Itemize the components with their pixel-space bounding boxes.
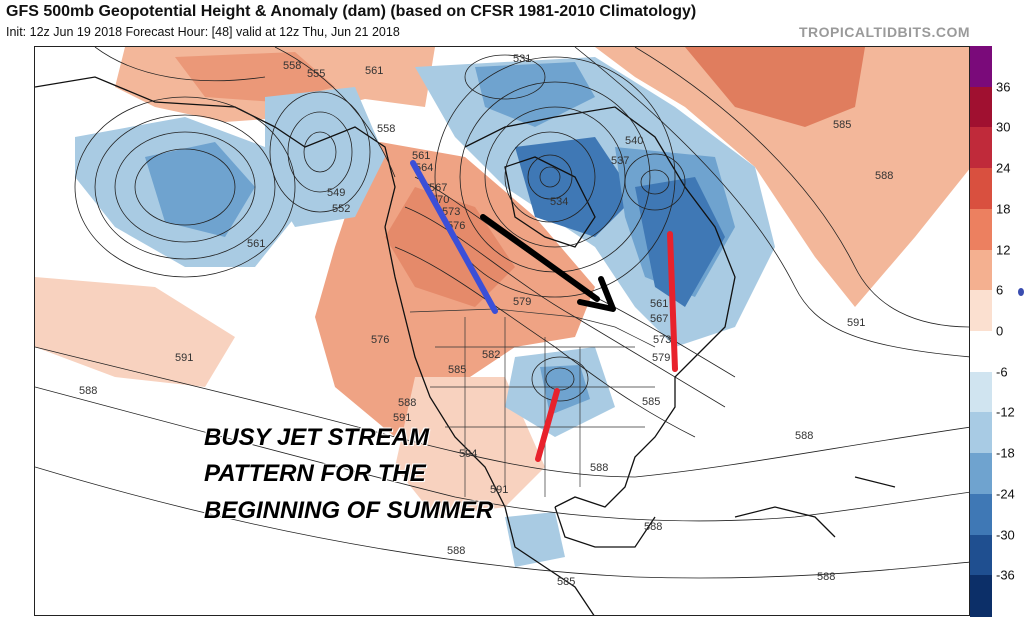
contour-label: 582 bbox=[482, 349, 500, 361]
colorbar-cell bbox=[970, 290, 992, 332]
contour-label: 561 bbox=[247, 238, 265, 250]
colorbar-tick-label: -12 bbox=[996, 404, 1015, 420]
colorbar-tick-label: -6 bbox=[996, 364, 1008, 380]
contour-label: 591 bbox=[175, 352, 193, 364]
height-contours bbox=[35, 47, 969, 579]
colorbar-tick-label: 36 bbox=[996, 79, 1011, 95]
contour-label: 534 bbox=[550, 196, 568, 208]
colorbar-cell bbox=[970, 86, 992, 129]
map-valid-time: Init: 12z Jun 19 2018 Forecast Hour: [48… bbox=[6, 25, 400, 39]
colorbar-cell bbox=[970, 493, 992, 536]
contour-label: 588 bbox=[79, 385, 97, 397]
contour-label: 567 bbox=[650, 313, 668, 325]
contour-label: 585 bbox=[557, 576, 575, 588]
map-header: GFS 500mb Geopotential Height & Anomaly … bbox=[0, 0, 1024, 44]
anomaly-neg-arctic-core bbox=[475, 62, 595, 127]
annotation-line-3: BEGINNING OF SUMMER bbox=[204, 497, 494, 524]
contour-label: 588 bbox=[795, 430, 813, 442]
contour-label: 588 bbox=[817, 571, 835, 583]
blue-ridge-axis-line bbox=[410, 160, 498, 314]
contour-label: 558 bbox=[283, 60, 301, 72]
colorbar-cell bbox=[970, 412, 992, 455]
contour-label: 588 bbox=[644, 521, 662, 533]
colorbar-tick-label: 24 bbox=[996, 160, 1011, 176]
contour-label: 585 bbox=[642, 396, 660, 408]
map-title: GFS 500mb Geopotential Height & Anomaly … bbox=[6, 3, 697, 20]
contour-label: 576 bbox=[371, 334, 389, 346]
contour-label: 579 bbox=[652, 352, 670, 364]
colorbar-tick-label: 0 bbox=[996, 323, 1004, 339]
colorbar-tick-label: 12 bbox=[996, 242, 1011, 258]
map-canvas: 558 555 561 531 537 540 585 588 549 552 … bbox=[35, 47, 969, 615]
anomaly-neg-gulf-core bbox=[145, 142, 255, 237]
contour-label: 573 bbox=[442, 206, 460, 218]
colorbar-cell bbox=[970, 371, 992, 414]
anomaly-pos-greenland bbox=[595, 47, 969, 307]
colorbar-cell bbox=[970, 168, 992, 210]
site-watermark: TROPICALTIDBITS.COM bbox=[798, 24, 970, 40]
colorbar-cell bbox=[970, 127, 992, 170]
anomaly-pos-east-pacific bbox=[35, 277, 235, 387]
anomaly-colorbar bbox=[970, 46, 992, 617]
contour-label: 558 bbox=[377, 123, 395, 135]
colorbar-tick-label: -30 bbox=[996, 527, 1015, 543]
anomaly-pos-greenland-core bbox=[685, 47, 865, 127]
annotation-line-1: BUSY JET STREAM bbox=[204, 424, 429, 451]
colorbar-cell bbox=[970, 46, 992, 88]
red-trough-axis-east bbox=[667, 231, 678, 372]
contour-label: 537 bbox=[611, 155, 629, 167]
contour-label: 549 bbox=[327, 187, 345, 199]
contour-label: 588 bbox=[590, 462, 608, 474]
colorbar-cell bbox=[970, 575, 992, 617]
contour-label: 588 bbox=[447, 545, 465, 557]
contour-label: 579 bbox=[513, 296, 531, 308]
colorbar-cell bbox=[970, 249, 992, 292]
anomaly-pos-southwest bbox=[395, 377, 545, 517]
colorbar-cell bbox=[970, 331, 992, 373]
contour-label: 567 bbox=[429, 182, 447, 194]
colorbar-ticks: 36 30 24 18 12 6 0 -6 -12 -18 -24 -30 -36 bbox=[994, 46, 1024, 616]
contour-label: 561 bbox=[365, 65, 383, 77]
contour-label: 591 bbox=[393, 412, 411, 424]
contour-label: 585 bbox=[833, 119, 851, 131]
contour-label: 540 bbox=[625, 135, 643, 147]
contour-label: 573 bbox=[653, 334, 671, 346]
contour-label: 585 bbox=[448, 364, 466, 376]
colorbar-marker-dot bbox=[1018, 288, 1024, 296]
colorbar-tick-label: 6 bbox=[996, 282, 1004, 298]
contour-label: 552 bbox=[332, 203, 350, 215]
jet-stream-arrow-shaft bbox=[480, 214, 600, 302]
contour-label: 591 bbox=[847, 317, 865, 329]
contour-label: 588 bbox=[875, 170, 893, 182]
annotation-line-2: PATTERN FOR THE bbox=[204, 460, 426, 487]
colorbar-tick-label: 18 bbox=[996, 201, 1011, 217]
weather-map: 558 555 561 531 537 540 585 588 549 552 … bbox=[34, 46, 970, 616]
colorbar-tick-label: 30 bbox=[996, 119, 1011, 135]
contour-label: 561 bbox=[412, 150, 430, 162]
contour-label: 561 bbox=[650, 298, 668, 310]
colorbar-cell bbox=[970, 453, 992, 495]
colorbar-tick-label: -36 bbox=[996, 567, 1015, 583]
jet-stream-arrow-head bbox=[577, 276, 616, 312]
red-trough-axis-midwest bbox=[535, 388, 560, 462]
contour-label: 594 bbox=[459, 448, 477, 460]
colorbar-tick-label: -24 bbox=[996, 486, 1015, 502]
anomaly-pos-core-pacific bbox=[175, 52, 335, 102]
anomaly-neg-mexico bbox=[505, 512, 565, 567]
contour-label: 531 bbox=[513, 53, 531, 65]
colorbar-tick-label: -18 bbox=[996, 445, 1015, 461]
anomaly-pos-west-na-core bbox=[385, 187, 515, 307]
colorbar-cell bbox=[970, 534, 992, 577]
contour-label: 591 bbox=[490, 484, 508, 496]
contour-label: 588 bbox=[398, 397, 416, 409]
contour-labels: 558 555 561 531 537 540 585 588 549 552 … bbox=[79, 53, 893, 588]
contour-label: 555 bbox=[307, 68, 325, 80]
colorbar-cell bbox=[970, 208, 992, 251]
